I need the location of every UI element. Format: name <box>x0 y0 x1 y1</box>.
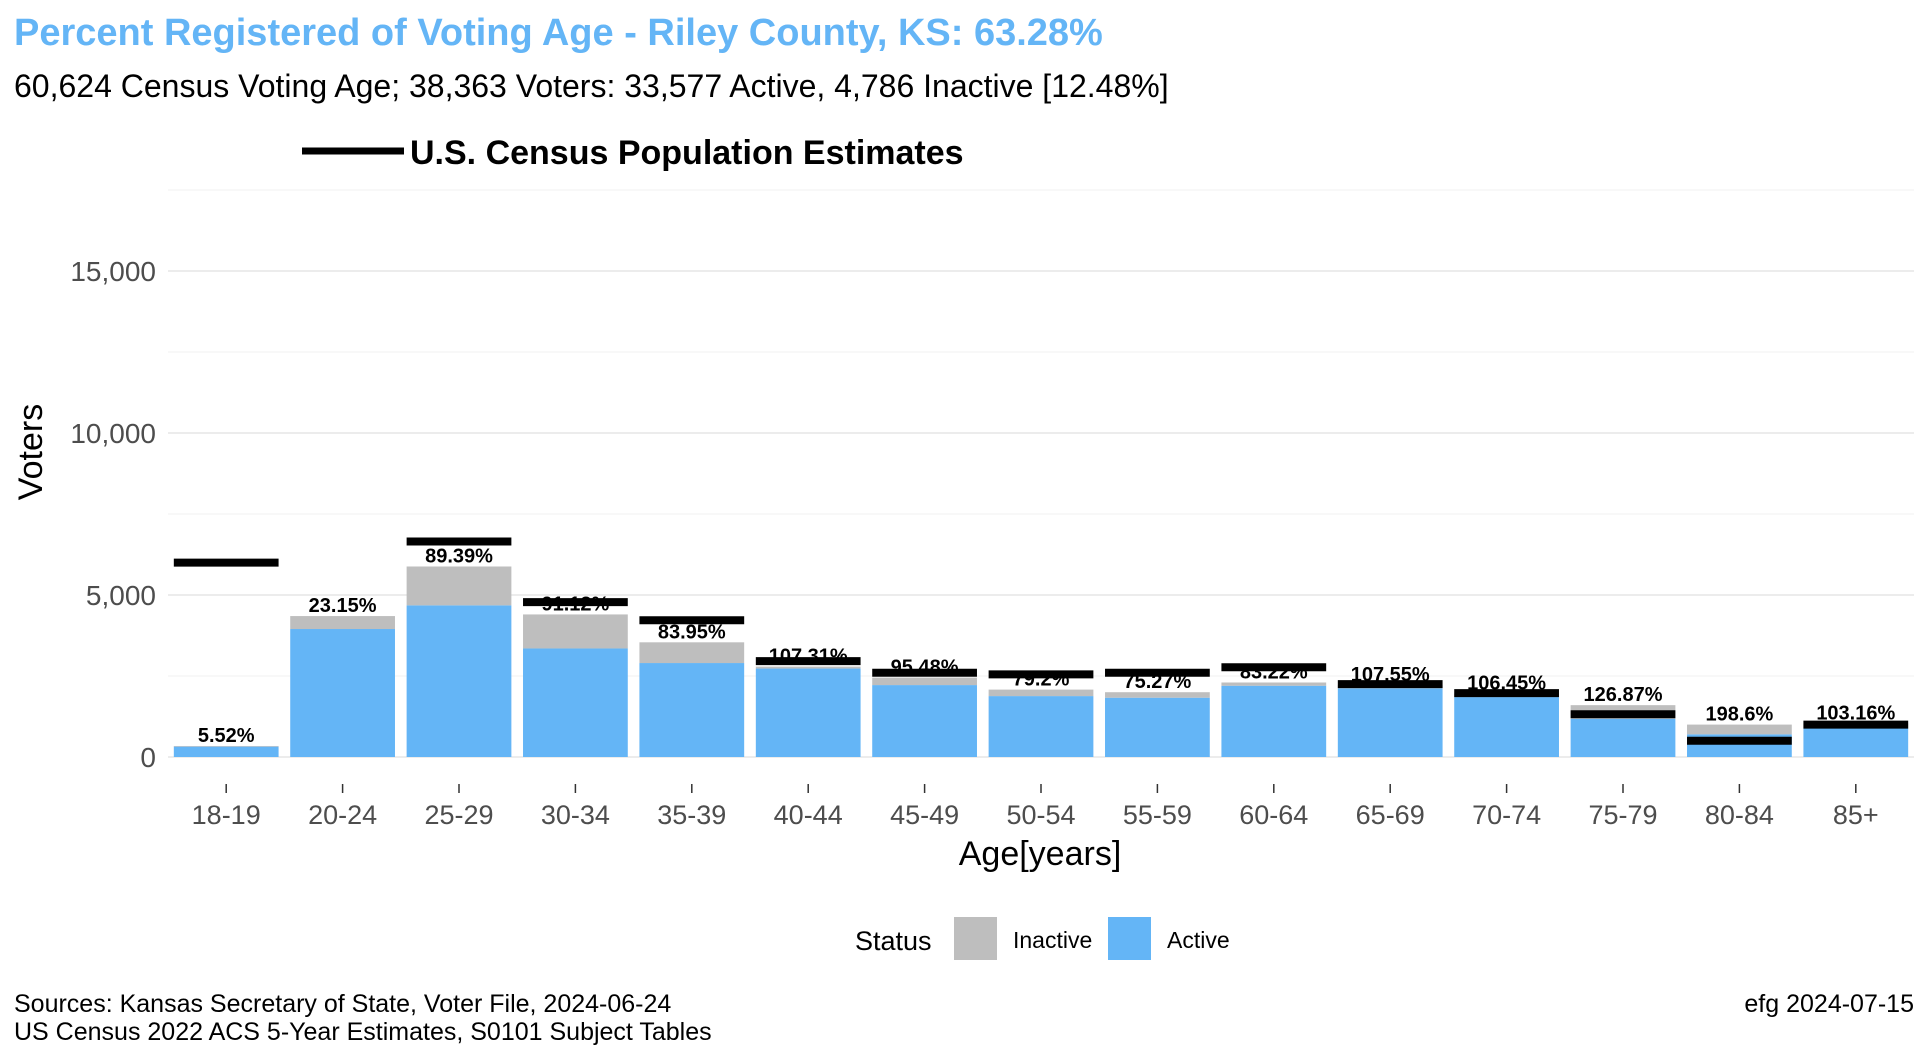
bar-active <box>1105 697 1210 757</box>
bar-inactive <box>872 677 977 686</box>
bar-inactive <box>1687 724 1792 735</box>
x-tick-label: 60-64 <box>1239 800 1308 830</box>
percent-label: 89.39% <box>425 545 493 567</box>
legend: Status Inactive Active <box>855 917 1230 960</box>
percent-label: 106.45% <box>1467 672 1546 694</box>
bar-inactive <box>523 614 628 649</box>
bar-inactive <box>406 566 512 606</box>
percent-labels: 5.52% 23.15% 89.39% 91.12% 83.95% 107.31% 95.4… <box>198 545 1896 746</box>
bar-inactive <box>1221 682 1327 686</box>
x-tick-label: 75-79 <box>1588 800 1657 830</box>
bar-active <box>755 668 861 757</box>
bar-active <box>639 663 745 757</box>
bar-inactive <box>639 642 745 664</box>
x-tick-label: 45-49 <box>890 800 959 830</box>
x-tick-label: 35-39 <box>657 800 726 830</box>
x-tick-label: 70-74 <box>1472 800 1541 830</box>
census-markers <box>173 537 1909 745</box>
x-tick-label: 40-44 <box>774 800 843 830</box>
x-tick-label: 25-29 <box>424 800 493 830</box>
x-axis-ticks: 18-19 20-24 25-29 30-34 35-39 40-44 45-49 50-54… <box>192 784 1879 830</box>
x-axis-title: Age[years] <box>959 835 1122 873</box>
bar-active <box>173 746 279 757</box>
percent-label: 83.95% <box>658 621 726 643</box>
bar-inactive <box>988 689 1094 697</box>
percent-label: 23.15% <box>309 595 377 617</box>
legend-swatch-active <box>1108 917 1151 960</box>
y-tick-label: 0 <box>140 742 156 773</box>
percent-label: 95.48% <box>891 657 959 679</box>
y-axis-ticks: 0 5,000 10,000 15,000 <box>70 256 156 773</box>
percent-label: 75.27% <box>1123 671 1191 693</box>
bars <box>173 566 1909 757</box>
bar-active <box>406 605 512 757</box>
y-tick-label: 10,000 <box>70 418 156 449</box>
y-axis-title: Voters <box>12 404 50 500</box>
bar-active <box>1221 685 1327 757</box>
bar-inactive <box>1105 692 1210 698</box>
percent-label: 5.52% <box>198 725 255 747</box>
caption-author-date: efg 2024-07-15 <box>1744 990 1914 1018</box>
x-tick-label: 85+ <box>1833 800 1879 830</box>
bar-active <box>1454 697 1559 757</box>
y-tick-label: 5,000 <box>86 580 156 611</box>
x-tick-label: 20-24 <box>308 800 377 830</box>
census-legend-label: U.S. Census Population Estimates <box>410 134 964 172</box>
legend-swatch-inactive <box>954 917 997 960</box>
bar-active <box>1570 718 1676 757</box>
bar-active <box>872 685 977 757</box>
percent-label: 198.6% <box>1705 704 1773 726</box>
legend-label-active: Active <box>1167 927 1230 953</box>
bar-active <box>988 696 1094 757</box>
percent-label: 103.16% <box>1816 702 1895 724</box>
legend-title: Status <box>855 926 932 956</box>
x-tick-label: 80-84 <box>1705 800 1774 830</box>
caption-sources-line1: Sources: Kansas Secretary of State, Vote… <box>14 990 671 1018</box>
bar-inactive <box>755 666 861 669</box>
bar-active <box>1803 728 1909 757</box>
percent-label: 126.87% <box>1584 684 1663 706</box>
percent-label: 79.2% <box>1013 669 1070 691</box>
y-tick-label: 15,000 <box>70 256 156 287</box>
chart-title: Percent Registered of Voting Age - Riley… <box>14 12 1103 54</box>
bar-active <box>1337 688 1443 757</box>
x-tick-label: 55-59 <box>1123 800 1192 830</box>
caption-sources-line2: US Census 2022 ACS 5-Year Estimates, S01… <box>14 1018 712 1046</box>
percent-label: 83.22% <box>1240 661 1308 683</box>
percent-label: 107.31% <box>769 646 848 668</box>
x-tick-label: 30-34 <box>541 800 610 830</box>
bar-active <box>523 648 628 757</box>
percent-label: 91.12% <box>541 593 609 615</box>
chart-subtitle: 60,624 Census Voting Age; 38,363 Voters:… <box>14 68 1169 104</box>
x-tick-label: 50-54 <box>1006 800 1075 830</box>
x-tick-label: 18-19 <box>192 800 261 830</box>
bar-inactive <box>173 745 279 747</box>
x-tick-label: 65-69 <box>1356 800 1425 830</box>
bar-inactive <box>290 616 395 630</box>
legend-label-inactive: Inactive <box>1013 927 1092 953</box>
percent-label: 107.55% <box>1351 664 1430 686</box>
bar-active <box>290 629 395 757</box>
